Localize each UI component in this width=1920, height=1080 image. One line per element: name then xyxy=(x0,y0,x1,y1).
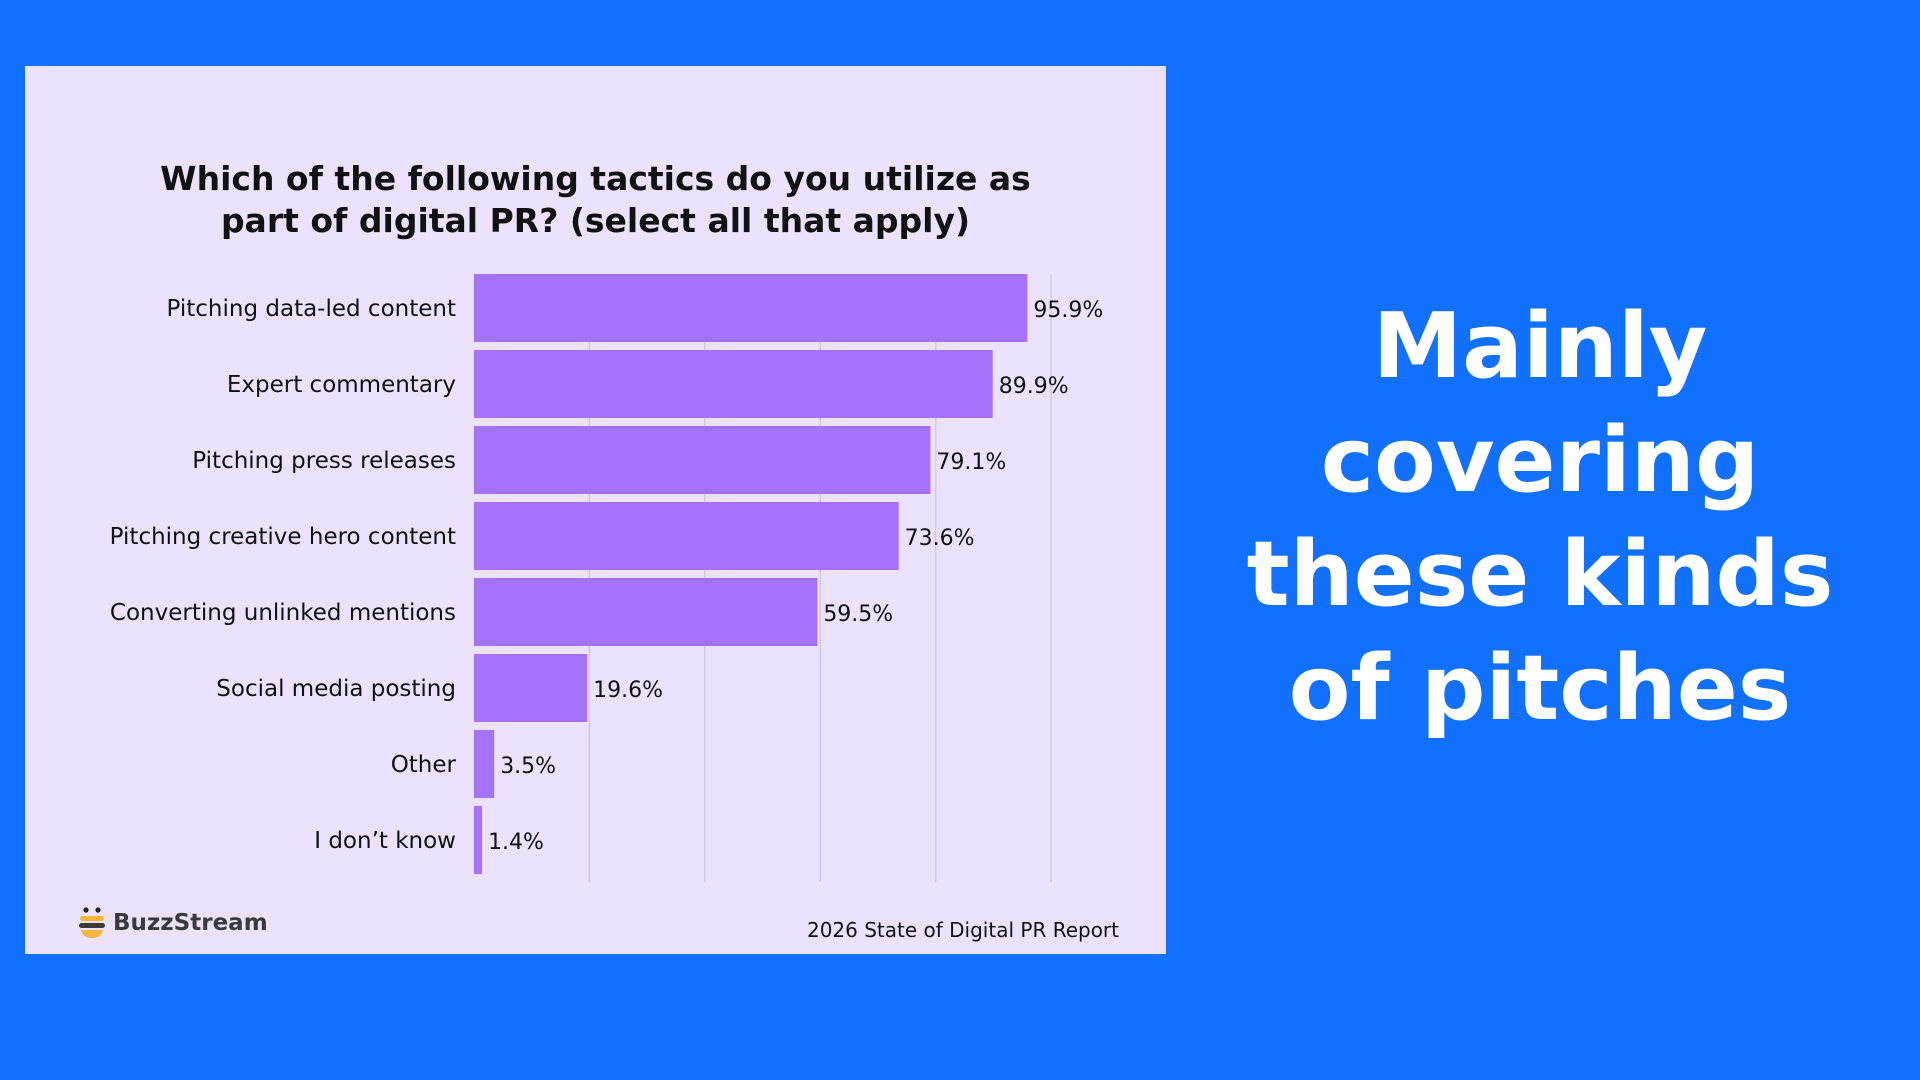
category-label: Expert commentary xyxy=(227,372,456,398)
category-label: Pitching creative hero content xyxy=(110,524,456,550)
chart-title-line-2: part of digital PR? (select all that app… xyxy=(220,201,971,240)
value-label: 3.5% xyxy=(500,754,556,779)
report-source: 2026 State of Digital PR Report xyxy=(806,918,1119,942)
bar-chart: Pitching data-led content 95.9% Expert com… xyxy=(110,274,1103,882)
bar xyxy=(474,730,495,798)
bar xyxy=(474,654,588,722)
bar xyxy=(474,426,931,494)
value-label: 19.6% xyxy=(593,678,663,703)
headline-line-3: these kinds xyxy=(1246,522,1834,627)
brand-name: BuzzStream xyxy=(113,910,268,936)
bar xyxy=(474,806,483,874)
value-label: 1.4% xyxy=(488,830,544,855)
headline-line-4: of pitches xyxy=(1288,636,1792,741)
bar xyxy=(474,274,1028,342)
bee-icon xyxy=(79,907,105,938)
chart-title-line-1: Which of the following tactics do you ut… xyxy=(160,159,1031,198)
headline: Mainly covering these kinds of pitches xyxy=(1210,290,1870,746)
category-label: I don’t know xyxy=(314,828,456,854)
chart-title: Which of the following tactics do you ut… xyxy=(25,158,1166,242)
bar xyxy=(474,502,899,570)
category-label: Other xyxy=(391,752,457,778)
category-label: Converting unlinked mentions xyxy=(110,600,456,626)
value-label: 73.6% xyxy=(905,526,975,551)
value-label: 59.5% xyxy=(823,602,893,627)
bar xyxy=(474,350,993,418)
brand-logo: BuzzStream xyxy=(77,906,268,940)
category-label: Pitching data-led content xyxy=(167,296,457,322)
headline-line-1: Mainly xyxy=(1372,294,1708,399)
value-label: 89.9% xyxy=(999,374,1069,399)
value-label: 95.9% xyxy=(1033,298,1103,323)
chart-card: Which of the following tactics do you ut… xyxy=(25,66,1166,954)
bar xyxy=(474,578,818,646)
category-label: Social media posting xyxy=(216,676,456,702)
category-label: Pitching press releases xyxy=(192,448,456,474)
value-label: 79.1% xyxy=(936,450,1006,475)
headline-line-2: covering xyxy=(1320,408,1760,513)
